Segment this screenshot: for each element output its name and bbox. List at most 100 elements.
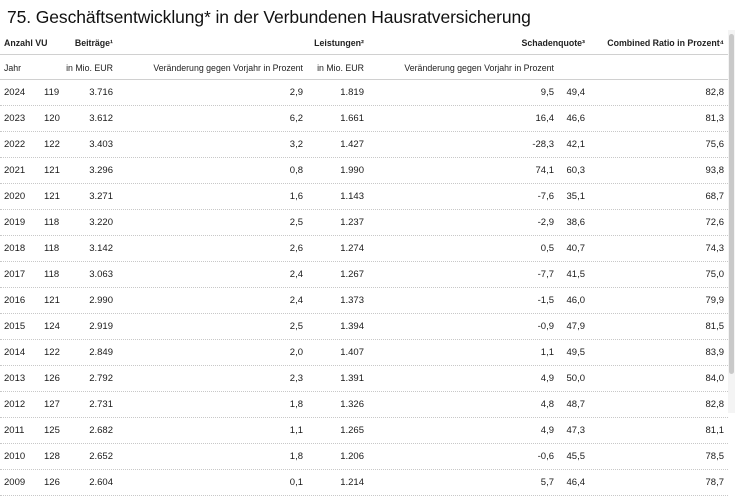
cell-beitraege: 2.652 — [89, 451, 113, 462]
table-row: 2017 118 3.063 2,4 1.267 -7,7 41,5 75,0 — [0, 262, 728, 288]
cell-combined-ratio: 93,8 — [705, 165, 725, 176]
cell-beitraege: 2.849 — [89, 347, 113, 358]
cell-beitraege-change: 0,1 — [289, 477, 303, 488]
cell-leistungen: 1.427 — [340, 139, 364, 150]
cell-jahr: 2013 — [4, 373, 26, 384]
cell-beitraege: 2.792 — [89, 373, 113, 384]
cell-schadenquote: 50,0 — [566, 373, 586, 384]
cell-beitraege: 3.296 — [89, 165, 113, 176]
cell-anzahl-vu: 120 — [44, 113, 60, 124]
cell-beitraege-change: 1,1 — [289, 425, 303, 436]
cell-beitraege-change: 2,4 — [289, 295, 303, 306]
cell-leistungen-change: 4,8 — [540, 399, 554, 410]
cell-anzahl-vu: 121 — [44, 165, 60, 176]
cell-leistungen-change: 9,5 — [540, 87, 554, 98]
cell-leistungen-change: -1,5 — [537, 295, 554, 306]
cell-jahr: 2012 — [4, 399, 26, 410]
cell-leistungen-change: -7,7 — [537, 269, 554, 280]
cell-schadenquote: 48,7 — [566, 399, 586, 410]
cell-leistungen: 1.990 — [340, 165, 364, 176]
cell-jahr: 2011 — [4, 425, 25, 436]
cell-combined-ratio: 72,6 — [705, 217, 725, 228]
cell-leistungen-change: -0,9 — [537, 321, 554, 332]
table-row: 2011 125 2.682 1,1 1.265 4,9 47,3 81,1 — [0, 418, 728, 444]
cell-combined-ratio: 68,7 — [705, 191, 725, 202]
cell-beitraege-change: 2,5 — [289, 217, 303, 228]
cell-anzahl-vu: 126 — [44, 373, 60, 384]
cell-beitraege-change: 2,3 — [289, 373, 303, 384]
page-title: 75. Geschäftsentwicklung* in der Verbund… — [7, 7, 531, 27]
table-row: 2022 122 3.403 3,2 1.427 -28,3 42,1 75,6 — [0, 132, 728, 158]
cell-beitraege: 2.682 — [89, 425, 113, 436]
cell-jahr: 2014 — [4, 347, 26, 358]
cell-combined-ratio: 75,6 — [705, 139, 725, 150]
cell-combined-ratio: 79,9 — [705, 295, 725, 306]
cell-jahr: 2010 — [4, 451, 26, 462]
cell-leistungen-change: -0,6 — [537, 451, 554, 462]
cell-schadenquote: 42,1 — [566, 139, 586, 150]
cell-beitraege-change: 6,2 — [289, 113, 303, 124]
cell-schadenquote: 45,5 — [566, 451, 586, 462]
subheader-leistungen-unit: in Mio. EUR — [317, 63, 364, 73]
cell-combined-ratio: 82,8 — [705, 87, 725, 98]
cell-schadenquote: 40,7 — [566, 243, 586, 254]
cell-leistungen-change: 16,4 — [535, 113, 555, 124]
cell-leistungen: 1.661 — [340, 113, 364, 124]
cell-schadenquote: 46,0 — [566, 295, 586, 306]
cell-leistungen: 1.214 — [340, 477, 364, 488]
cell-beitraege-change: 3,2 — [289, 139, 303, 150]
cell-leistungen: 1.391 — [340, 373, 364, 384]
cell-leistungen-change: 74,1 — [535, 165, 555, 176]
cell-schadenquote: 46,6 — [566, 113, 586, 124]
cell-beitraege: 2.919 — [89, 321, 113, 332]
cell-beitraege-change: 2,5 — [289, 321, 303, 332]
cell-jahr: 2023 — [4, 113, 26, 124]
table-row: 2013 126 2.792 2,3 1.391 4,9 50,0 84,0 — [0, 366, 728, 392]
cell-schadenquote: 49,4 — [566, 87, 586, 98]
cell-jahr: 2015 — [4, 321, 26, 332]
scrollbar-thumb[interactable] — [729, 34, 734, 374]
cell-jahr: 2017 — [4, 269, 26, 280]
table-header-row: Anzahl VU Beiträge¹ Leistungen² Schadenq… — [0, 30, 728, 55]
cell-beitraege: 3.142 — [89, 243, 113, 254]
cell-beitraege-change: 1,8 — [289, 399, 303, 410]
cell-schadenquote: 41,5 — [566, 269, 586, 280]
data-table: Anzahl VU Beiträge¹ Leistungen² Schadenq… — [0, 30, 728, 496]
cell-combined-ratio: 82,8 — [705, 399, 725, 410]
table-row: 2015 124 2.919 2,5 1.394 -0,9 47,9 81,5 — [0, 314, 728, 340]
cell-jahr: 2020 — [4, 191, 26, 202]
table-subheader-row: Jahr in Mio. EUR Veränderung gegen Vorja… — [0, 55, 728, 80]
subheader-beitraege-unit: in Mio. EUR — [66, 63, 113, 73]
cell-schadenquote: 47,3 — [566, 425, 586, 436]
cell-combined-ratio: 81,3 — [705, 113, 725, 124]
cell-leistungen: 1.206 — [340, 451, 364, 462]
cell-leistungen: 1.265 — [340, 425, 364, 436]
cell-beitraege-change: 2,6 — [289, 243, 303, 254]
cell-jahr: 2019 — [4, 217, 26, 228]
table-row: 2019 118 3.220 2,5 1.237 -2,9 38,6 72,6 — [0, 210, 728, 236]
cell-jahr: 2018 — [4, 243, 26, 254]
cell-combined-ratio: 78,5 — [705, 451, 725, 462]
cell-jahr: 2024 — [4, 87, 26, 98]
cell-beitraege: 2.731 — [89, 399, 113, 410]
cell-beitraege: 3.612 — [89, 113, 113, 124]
cell-schadenquote: 35,1 — [566, 191, 586, 202]
table-row: 2016 121 2.990 2,4 1.373 -1,5 46,0 79,9 — [0, 288, 728, 314]
cell-anzahl-vu: 121 — [44, 295, 60, 306]
cell-beitraege-change: 2,9 — [289, 87, 303, 98]
cell-anzahl-vu: 124 — [44, 321, 60, 332]
cell-leistungen: 1.237 — [340, 217, 364, 228]
header-schadenquote: Schadenquote³ — [521, 38, 585, 48]
cell-leistungen: 1.373 — [340, 295, 364, 306]
header-combined-ratio: Combined Ratio in Prozent⁴ — [607, 38, 724, 48]
cell-leistungen-change: -28,3 — [532, 139, 554, 150]
cell-anzahl-vu: 122 — [44, 139, 60, 150]
cell-combined-ratio: 78,7 — [705, 477, 725, 488]
table-body: 2024 119 3.716 2,9 1.819 9,5 49,4 82,8 2023 120 3.… — [0, 80, 728, 496]
cell-anzahl-vu: 126 — [44, 477, 60, 488]
cell-leistungen: 1.819 — [340, 87, 364, 98]
cell-beitraege: 3.063 — [89, 269, 113, 280]
cell-combined-ratio: 83,9 — [705, 347, 725, 358]
cell-leistungen-change: 0,5 — [540, 243, 554, 254]
cell-leistungen: 1.394 — [340, 321, 364, 332]
